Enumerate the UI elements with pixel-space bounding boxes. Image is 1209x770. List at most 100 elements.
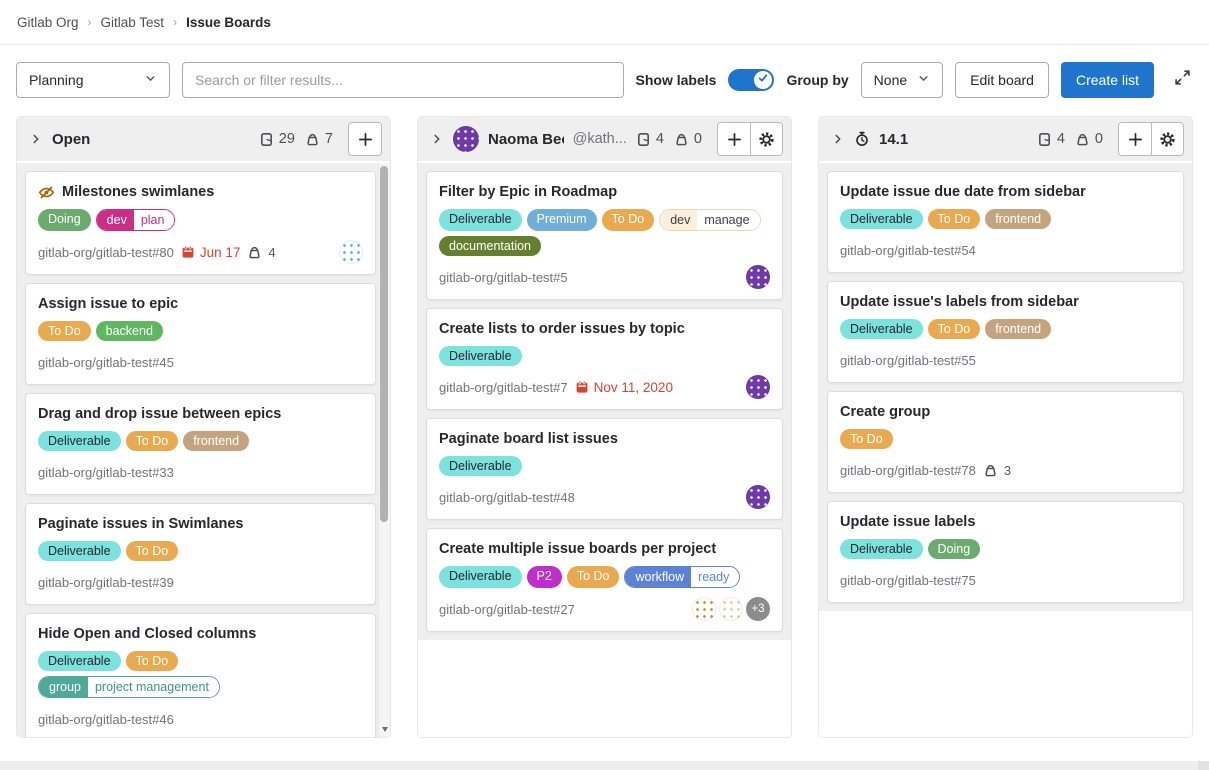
collapse-column-chevron-icon[interactable] bbox=[831, 132, 845, 146]
issue-weight-value: 3 bbox=[1003, 462, 1012, 478]
issue-card[interactable]: Drag and drop issue between epics Deliver… bbox=[25, 393, 376, 495]
horizontal-scrollbar[interactable] bbox=[0, 761, 1209, 770]
issue-title-text: Create multiple issue boards per project bbox=[439, 541, 717, 557]
scoped-label-value: project management bbox=[87, 677, 219, 697]
label-todo[interactable]: To Do bbox=[125, 431, 179, 451]
label-todo[interactable]: To Do bbox=[601, 209, 655, 231]
weight-count-icon bbox=[674, 132, 689, 147]
scoped-label-key: dev bbox=[96, 210, 134, 230]
label-deliverable[interactable]: Deliverable bbox=[38, 541, 121, 561]
list-settings-button[interactable] bbox=[750, 123, 782, 155]
scoped-label-workflow[interactable]: workflow ready bbox=[624, 566, 741, 588]
label-frontend[interactable]: frontend bbox=[985, 319, 1052, 339]
board-switcher-dropdown[interactable]: Planning bbox=[16, 62, 170, 98]
show-labels-label: Show labels bbox=[635, 72, 717, 88]
scoped-label-dev[interactable]: dev plan bbox=[95, 209, 176, 231]
issue-title-text: Assign issue to epic bbox=[38, 296, 179, 312]
label-todo[interactable]: To Do bbox=[125, 541, 179, 561]
issue-card[interactable]: Create lists to order issues by topic Del… bbox=[426, 308, 783, 410]
label-deliverable[interactable]: Deliverable bbox=[840, 319, 923, 339]
issue-footer: gitlab-org/gitlab-test#33 bbox=[38, 460, 363, 484]
collapse-column-chevron-icon[interactable] bbox=[430, 132, 444, 146]
issue-reference: gitlab-org/gitlab-test#80 bbox=[38, 244, 174, 260]
issues-count-icon bbox=[259, 132, 274, 147]
label-todo[interactable]: To Do bbox=[566, 566, 620, 588]
empty-list-space bbox=[418, 640, 791, 737]
breadcrumb-project-link[interactable]: Gitlab Test bbox=[100, 14, 165, 30]
label-doing[interactable]: Doing bbox=[927, 539, 981, 559]
issue-title: Create group bbox=[840, 402, 1171, 422]
label-todo[interactable]: To Do bbox=[927, 319, 981, 339]
issue-labels: To Do backend bbox=[38, 321, 363, 341]
scrollbar-corner bbox=[1198, 761, 1209, 770]
show-labels-toggle[interactable] bbox=[728, 69, 775, 91]
gear-icon bbox=[758, 131, 775, 148]
issue-card[interactable]: Assign issue to epic To Do backend gitlab-o… bbox=[25, 283, 376, 385]
issue-card[interactable]: Update issue due date from sidebar Delive… bbox=[827, 171, 1184, 273]
issue-card[interactable]: Paginate board list issues Deliverable git… bbox=[426, 418, 783, 520]
add-issue-button[interactable] bbox=[1119, 123, 1151, 155]
issue-title: Paginate board list issues bbox=[439, 429, 770, 449]
issue-card[interactable]: Update issue labels Deliverable Doing gitla… bbox=[827, 501, 1184, 603]
empty-list-space bbox=[819, 611, 1192, 737]
create-list-button[interactable]: Create list bbox=[1060, 62, 1154, 98]
issue-card[interactable]: Create multiple issue boards per project… bbox=[426, 528, 783, 632]
scrollbar-down-arrow[interactable] bbox=[381, 727, 388, 732]
group-by-dropdown[interactable]: None bbox=[860, 62, 944, 98]
label-deliverable[interactable]: Deliverable bbox=[38, 651, 121, 671]
issue-card[interactable]: Milestones swimlanes Doing dev plan gitlab-o… bbox=[25, 171, 376, 275]
search-input[interactable] bbox=[182, 62, 624, 98]
collapse-column-chevron-icon[interactable] bbox=[29, 132, 43, 146]
list-settings-button[interactable] bbox=[1151, 123, 1183, 155]
issue-reference: gitlab-org/gitlab-test#48 bbox=[439, 489, 575, 505]
breadcrumb-group-link[interactable]: Gitlab Org bbox=[17, 14, 79, 30]
scoped-label-group[interactable]: group project management bbox=[38, 676, 220, 698]
more-assignees-badge[interactable]: +3 bbox=[746, 597, 770, 621]
scoped-label-dev[interactable]: dev manage bbox=[659, 209, 761, 231]
issue-card[interactable]: Paginate issues in Swimlanes Deliverable T… bbox=[25, 503, 376, 605]
card-list: Milestones swimlanes Doing dev plan gitlab-o… bbox=[17, 163, 390, 737]
label-todo[interactable]: To Do bbox=[125, 651, 179, 671]
label-deliverable[interactable]: Deliverable bbox=[840, 209, 923, 229]
weight-count: 0 bbox=[1094, 131, 1103, 147]
label-todo[interactable]: To Do bbox=[840, 429, 893, 449]
label-todo[interactable]: To Do bbox=[38, 321, 91, 341]
assignee-avatar bbox=[746, 485, 770, 509]
issue-card[interactable]: Hide Open and Closed columns Deliverable T… bbox=[25, 613, 376, 737]
assignee-avatar bbox=[746, 265, 770, 289]
label-deliverable[interactable]: Deliverable bbox=[439, 346, 522, 366]
label-p2[interactable]: P2 bbox=[526, 566, 562, 588]
scoped-label-key: dev bbox=[660, 210, 698, 230]
assignee-avatars bbox=[746, 485, 770, 509]
fullscreen-toggle-button[interactable] bbox=[1172, 67, 1193, 93]
add-issue-button[interactable] bbox=[718, 123, 750, 155]
issue-card[interactable]: Create group To Do gitlab-org/gitlab-test#… bbox=[827, 391, 1184, 493]
issue-title: Hide Open and Closed columns bbox=[38, 624, 363, 644]
label-premium[interactable]: Premium bbox=[526, 209, 597, 231]
scoped-label-key: workflow bbox=[625, 567, 692, 587]
edit-board-button[interactable]: Edit board bbox=[955, 62, 1049, 98]
issue-card[interactable]: Filter by Epic in Roadmap Deliverable Prem… bbox=[426, 171, 783, 300]
column-actions bbox=[1118, 122, 1184, 156]
label-backend[interactable]: backend bbox=[95, 321, 163, 341]
issue-card[interactable]: Update issue's labels from sidebar Delive… bbox=[827, 281, 1184, 383]
label-deliverable[interactable]: Deliverable bbox=[38, 431, 121, 451]
label-documentation[interactable]: documentation bbox=[439, 236, 542, 256]
label-todo[interactable]: To Do bbox=[927, 209, 981, 229]
issue-reference: gitlab-org/gitlab-test#39 bbox=[38, 574, 174, 590]
label-frontend[interactable]: frontend bbox=[985, 209, 1052, 229]
label-deliverable[interactable]: Deliverable bbox=[439, 209, 522, 231]
vertical-scrollbar[interactable] bbox=[378, 163, 390, 737]
label-doing[interactable]: Doing bbox=[38, 209, 91, 231]
add-issue-button[interactable] bbox=[349, 123, 381, 155]
plus-icon bbox=[1127, 131, 1144, 148]
label-frontend[interactable]: frontend bbox=[183, 431, 250, 451]
column-header: 14.1 4 0 bbox=[819, 117, 1192, 163]
label-deliverable[interactable]: Deliverable bbox=[840, 539, 923, 559]
label-deliverable[interactable]: Deliverable bbox=[439, 566, 522, 588]
scrollbar-thumb[interactable] bbox=[380, 166, 388, 522]
label-deliverable[interactable]: Deliverable bbox=[439, 456, 522, 476]
scoped-label-value: plan bbox=[133, 210, 175, 230]
